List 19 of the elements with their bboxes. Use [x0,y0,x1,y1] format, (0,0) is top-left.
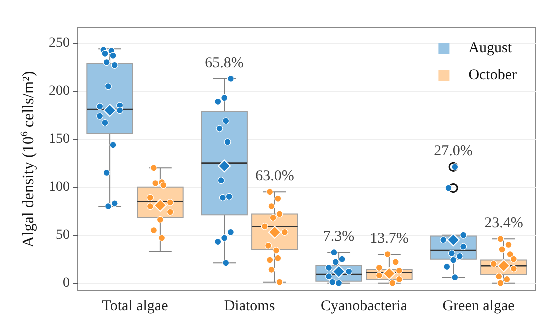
y-tick-label: 250 [49,36,70,51]
x-tick-label: Total algae [102,298,169,314]
text: 23.4% [484,216,524,232]
x-tick-label: Diatoms [224,298,276,314]
y-tick-label: 0 [63,276,70,291]
text: 13.7% [370,231,409,248]
x-tick-label: Green algae [442,298,516,314]
legend-label: August [468,40,513,56]
y-tick-label: 100 [49,180,70,195]
y-axis-title: Algal density (106 cells/m²) [20,71,38,248]
y-tick-label: 200 [49,84,70,99]
text: 7.3% [323,229,355,246]
y-tick-label: 150 [49,132,70,147]
text: 65.8% [205,55,244,72]
y-tick-label: 50 [56,228,70,243]
x-tick-label: Cyanobacteria [320,298,408,314]
text: 27.0% [434,144,473,160]
text: 63.0% [256,168,294,185]
legend-label: October [468,68,518,84]
